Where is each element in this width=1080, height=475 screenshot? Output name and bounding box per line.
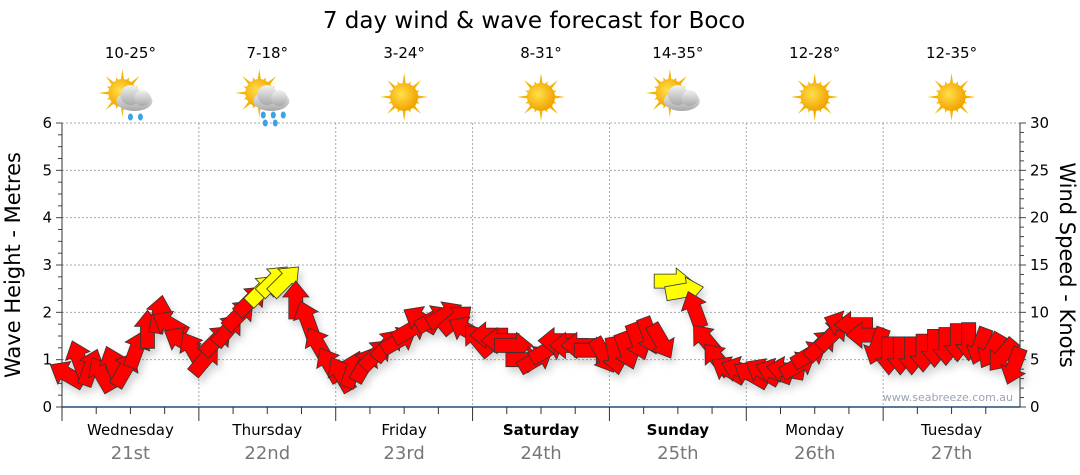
sun-ray: [380, 95, 393, 99]
day-name: Sunday: [647, 421, 710, 439]
wind-arrow: [1000, 345, 1028, 385]
day-date: 24th: [520, 443, 561, 464]
y-left-tick-label: 2: [42, 303, 52, 321]
y-axis-left-label: Wave Height - Metres: [1, 152, 25, 378]
y-right-tick-label: 0: [1030, 398, 1040, 416]
y-left-tick-label: 3: [42, 256, 52, 274]
y-axis-right-label: Wind Speed - Knots: [1055, 162, 1079, 367]
sun-ray: [645, 91, 658, 95]
day-date: 22nd: [244, 443, 290, 464]
sun-ray: [826, 95, 839, 99]
sun-ray: [668, 69, 672, 82]
sun-ray: [812, 73, 817, 86]
day-date: 25th: [657, 443, 698, 464]
day-temp: 14-35°: [652, 44, 703, 62]
rain-drop: [260, 111, 266, 119]
day-name: Thursday: [231, 421, 302, 439]
sun-ray: [98, 91, 111, 95]
cloud: [663, 85, 700, 111]
sun-cloud-rain-icon: [235, 69, 290, 127]
sun-ray: [402, 73, 406, 86]
day-name: Friday: [381, 421, 427, 439]
day-name: Wednesday: [87, 421, 174, 439]
sun-ray: [120, 69, 125, 82]
y-left-tick-label: 4: [42, 209, 52, 227]
sun-icon: [927, 73, 976, 121]
day-date: 27th: [931, 443, 972, 464]
sun-disc: [800, 83, 829, 111]
day-date: 26th: [794, 443, 835, 464]
wind-arrow: [645, 321, 675, 359]
rain-drop: [280, 111, 286, 119]
day-temp: 10-25°: [105, 44, 156, 62]
rain-drop: [272, 119, 278, 127]
day-temp: 3-24°: [383, 44, 425, 62]
sun-icon: [517, 73, 565, 121]
y-right-tick-label: 5: [1030, 351, 1040, 369]
sun-ray: [235, 91, 248, 95]
watermark: www.seabreeze.com.au: [883, 391, 1013, 404]
sun-ray: [257, 69, 262, 82]
chart-title: 7 day wind & wave forecast for Boco: [323, 8, 745, 34]
cloud-puff: [134, 90, 151, 106]
day-name: Tuesday: [920, 421, 982, 439]
sun-ray: [539, 108, 543, 121]
sun-ray: [539, 73, 543, 86]
day-date: 23rd: [383, 443, 424, 464]
cloud: [116, 85, 153, 121]
y-right-tick-label: 15: [1030, 256, 1049, 274]
day-temp: 12-35°: [926, 44, 977, 62]
sun-cloud-icon: [645, 69, 700, 117]
day-name: Monday: [785, 421, 844, 439]
day-date: 21st: [111, 443, 150, 464]
sun-ray: [790, 95, 803, 99]
sun-ray: [963, 95, 976, 99]
sun-ray: [949, 73, 954, 86]
wind-arrows: [49, 266, 1028, 395]
sun-ray: [949, 108, 954, 121]
cloud-puff: [271, 90, 288, 106]
rain-drop: [137, 113, 143, 121]
sun-icon: [790, 73, 839, 121]
sun-ray: [517, 95, 530, 99]
sun-ray: [812, 108, 817, 121]
y-left-tick-label: 1: [42, 351, 52, 369]
axes: 0 1 2 3 4 5 6 0 5 10 15 20 25 30: [42, 114, 1049, 421]
sun-icon: [380, 73, 429, 121]
sun-disc: [390, 83, 419, 111]
y-right-tick-label: 30: [1030, 114, 1049, 132]
day-temp: 8-31°: [520, 44, 562, 62]
cloud-puff: [681, 90, 698, 106]
y-left-tick-label: 5: [42, 161, 52, 179]
sun-disc: [937, 83, 966, 111]
y-right-tick-label: 10: [1030, 303, 1049, 321]
sun-ray: [927, 95, 940, 99]
rain-drop: [127, 113, 133, 121]
day-labels: Wednesday 21st 10-25° Thursday 22nd 7-18° Frid…: [87, 44, 982, 464]
cloud: [253, 85, 290, 127]
sun-cloud-showers-icon: [98, 69, 153, 121]
day-name: Saturday: [503, 421, 580, 439]
y-right-tick-label: 25: [1030, 161, 1049, 179]
rain-drop: [270, 111, 276, 119]
sun-ray: [552, 95, 565, 99]
day-temp: 12-28°: [789, 44, 840, 62]
rain-drop: [262, 119, 268, 127]
sun-disc: [527, 83, 555, 111]
day-temp: 7-18°: [247, 44, 289, 62]
y-left-tick-label: 6: [42, 114, 52, 132]
y-right-tick-label: 20: [1030, 209, 1049, 227]
y-left-tick-label: 0: [42, 398, 52, 416]
sun-ray: [402, 108, 406, 121]
sun-ray: [416, 95, 429, 99]
